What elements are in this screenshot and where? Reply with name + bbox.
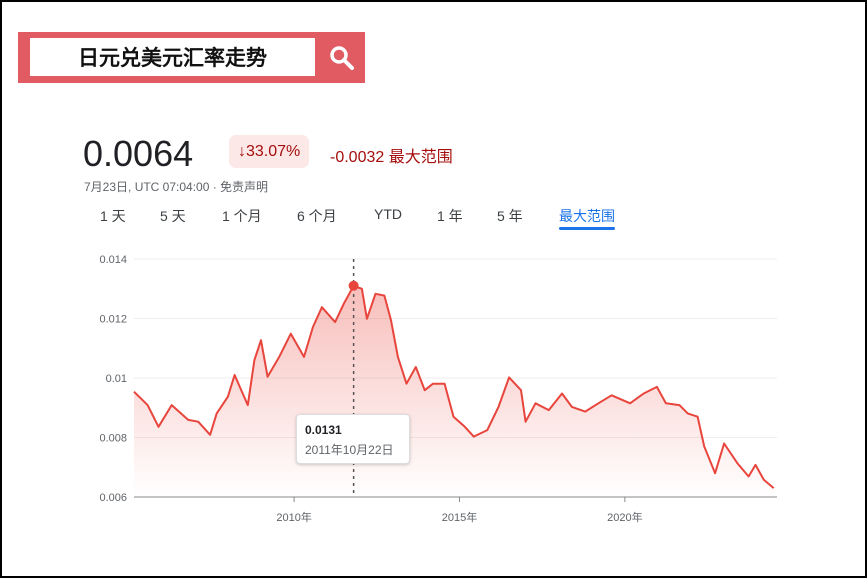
tooltip-value: 0.0131 — [305, 423, 342, 437]
tab-5y[interactable]: 5 年 — [497, 208, 523, 224]
y-tick-label: 0.012 — [99, 314, 127, 326]
x-tick-label: 2020年 — [607, 510, 642, 524]
change-absolute: -0.0032 最大范围 — [330, 149, 453, 166]
tab-1m[interactable]: 1 个月 — [222, 208, 262, 224]
tab-5d[interactable]: 5 天 — [160, 208, 186, 224]
y-tick-label: 0.014 — [99, 254, 127, 266]
y-tick-label: 0.006 — [99, 492, 127, 504]
x-tick-label: 2010年 — [276, 510, 311, 524]
price-area — [134, 285, 774, 497]
hover-point — [348, 280, 359, 291]
price-line — [133, 284, 775, 489]
tab-max[interactable]: 最大范围 — [559, 208, 615, 230]
y-tick-label: 0.008 — [99, 433, 127, 445]
change-percent-badge: ↓33.07% — [229, 135, 310, 168]
tooltip: 0.0131 2011年10月22日 — [296, 414, 410, 464]
tab-ytd[interactable]: YTD — [374, 206, 402, 222]
search-bar — [18, 32, 365, 83]
tooltip-date: 2011年10月22日 — [305, 443, 394, 457]
tab-1d[interactable]: 1 天 — [100, 208, 126, 224]
search-icon — [329, 45, 354, 70]
search-button[interactable] — [318, 32, 365, 83]
timestamp-disclaimer[interactable]: 7月23日, UTC 07:04:00 · 免责声明 — [84, 180, 269, 194]
tab-6m[interactable]: 6 个月 — [297, 208, 337, 224]
search-input[interactable] — [30, 38, 315, 76]
y-tick-label: 0.01 — [106, 373, 127, 385]
tab-1y[interactable]: 1 年 — [437, 208, 463, 224]
current-price: 0.0064 — [83, 133, 194, 174]
x-tick-label: 2015年 — [442, 510, 477, 524]
